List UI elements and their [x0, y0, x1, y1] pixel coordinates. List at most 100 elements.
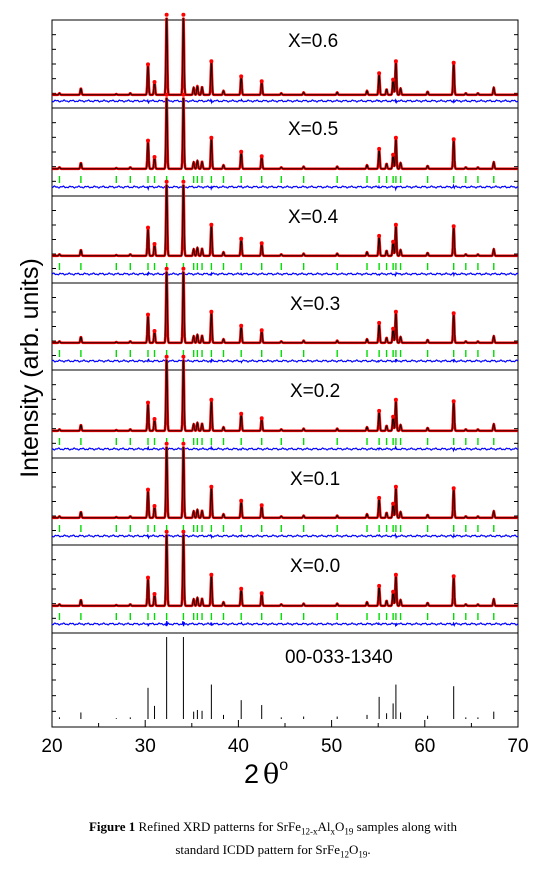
observed-peak-point [145, 225, 150, 230]
panel-label: X=0.0 [290, 556, 340, 577]
observed-peak-point [181, 92, 186, 97]
x-axis-label-main: 2 [244, 759, 259, 789]
observed-peak-point [209, 572, 214, 577]
observed-peak-point [451, 60, 456, 65]
observed-peak-point [393, 59, 398, 64]
observed-peak-point [164, 92, 169, 97]
observed-peak-point [393, 484, 398, 489]
observed-peak-point [393, 222, 398, 227]
observed-peak-point [377, 408, 382, 413]
observed-peak-point [152, 80, 157, 84]
panel-frame [51, 457, 519, 546]
observed-peak-point [164, 179, 169, 184]
panel-label: X=0.2 [290, 381, 340, 402]
observed-peak-point [164, 529, 169, 534]
observed-peak-point [239, 149, 244, 154]
caption-text-3: O [335, 819, 345, 834]
observed-peak-point [145, 312, 150, 317]
panel-1: X=0.5 [51, 92, 519, 197]
bragg-markers [58, 350, 495, 357]
observed-peak-point [239, 74, 244, 79]
panel-label: X=0.6 [288, 31, 338, 52]
caption-sub-5: 19 [358, 849, 368, 860]
x-tick-label: 40 [228, 736, 249, 757]
panel-7: 00-033-1340 [51, 632, 519, 728]
observed-peak-point [393, 572, 398, 577]
observed-peak-point [181, 354, 186, 359]
observed-peak-point [181, 441, 186, 446]
observed-peak-point [209, 397, 214, 402]
observed-pattern [51, 534, 519, 608]
observed-peak-point [391, 501, 396, 506]
observed-peak-point [152, 591, 157, 596]
observed-peak-point [164, 354, 169, 359]
bragg-markers [58, 438, 495, 445]
observed-peak-point [451, 137, 456, 142]
x-tick-label: 30 [135, 736, 156, 757]
x-axis-label: 2 θo [244, 757, 288, 790]
panel-label: X=0.5 [288, 119, 338, 140]
panel-2: X=0.4 [51, 179, 519, 284]
observed-peak-point [164, 266, 169, 271]
y-axis-label: Intensity (arb. units) [16, 258, 44, 478]
observed-peak-point [152, 328, 157, 333]
bragg-markers [58, 525, 495, 532]
observed-peak-point [145, 62, 150, 67]
observed-peak-point [451, 224, 456, 229]
observed-peak-point [259, 328, 264, 333]
observed-peak-point [181, 266, 186, 271]
observed-peak-point [145, 138, 150, 143]
panel-frame [51, 544, 519, 634]
observed-peak-point [259, 241, 264, 246]
observed-peak-point [209, 135, 214, 140]
observed-peak-point [152, 416, 157, 421]
observed-peak-point [209, 484, 214, 489]
calculated-pattern [52, 446, 518, 519]
observed-peak-point [239, 411, 244, 416]
bragg-markers [58, 263, 495, 270]
observed-peak-point [377, 233, 382, 238]
x-tick-label: 60 [414, 736, 435, 757]
observed-peak-point [181, 12, 186, 17]
caption-text-1: Refined XRD patterns for SrFe [135, 819, 302, 834]
observed-peak-point [152, 503, 157, 508]
observed-peak-point [239, 323, 244, 328]
x-tick-label: 50 [321, 736, 342, 757]
caption-text-5: standard ICDD pattern for SrFe [175, 841, 340, 857]
xrd-figure: Intensity (arb. units) X=0.6X=0.5X=0.4X=… [16, 12, 529, 790]
figure-caption: Figure 1 Refined XRD patterns for SrFe12… [0, 818, 546, 863]
caption-sub-3: 19 [344, 826, 354, 837]
calculated-pattern [52, 18, 518, 96]
observed-peak-point [393, 397, 398, 402]
observed-peak-point [451, 486, 456, 491]
observed-peak-point [239, 236, 244, 241]
panel-frame [51, 107, 519, 197]
caption-sub-4: 12 [340, 849, 349, 860]
observed-peak-point [377, 71, 382, 76]
panel-3: X=0.3 [51, 266, 519, 371]
observed-peak-point [239, 498, 244, 503]
observed-peak-point [451, 399, 456, 404]
observed-peak-point [391, 414, 396, 419]
difference-curve [51, 620, 519, 628]
caption-text-4: samples along with [353, 819, 458, 834]
bragg-markers [58, 613, 495, 620]
panel-4: X=0.2 [51, 354, 519, 459]
observed-peak-point [259, 79, 264, 84]
observed-peak-point [145, 400, 150, 405]
difference-curve [51, 97, 519, 105]
caption-sub-1: 12-x [301, 826, 318, 837]
observed-peak-point [209, 59, 214, 64]
observed-peak-point [377, 146, 382, 151]
observed-peak-point [145, 487, 150, 492]
panel-label: 00-033-1340 [285, 647, 393, 668]
observed-peak-point [391, 77, 396, 82]
observed-peak-point [259, 591, 264, 596]
calculated-pattern [52, 184, 518, 257]
observed-peak-point [377, 320, 382, 325]
observed-peak-point [164, 441, 169, 446]
panel-frame [51, 369, 519, 459]
caption-text-6: O [349, 841, 359, 857]
observed-peak-point [145, 575, 150, 580]
panel-5: X=0.1 [51, 441, 519, 546]
